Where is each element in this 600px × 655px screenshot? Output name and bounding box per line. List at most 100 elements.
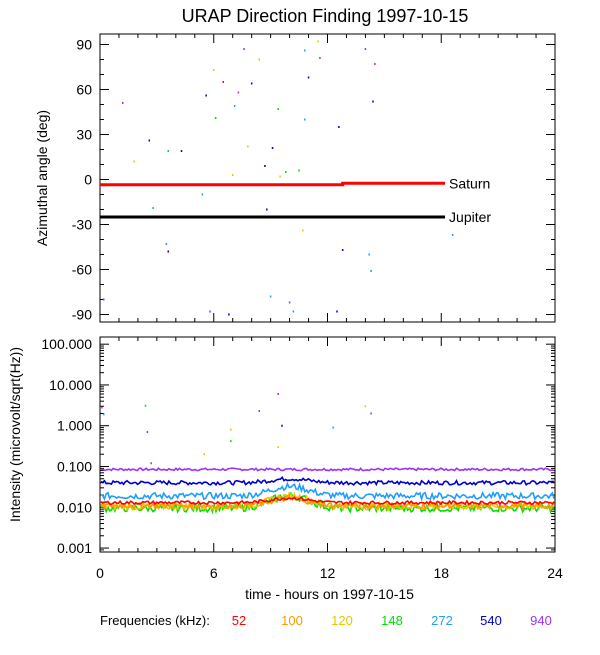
source-label-jupiter: Jupiter	[449, 209, 491, 225]
x-tick-label: 12	[320, 565, 336, 581]
azimuth-point	[148, 139, 151, 142]
azimuth-tick-label: 0	[84, 172, 92, 188]
intensity-outlier-point	[277, 446, 279, 449]
azimuth-point	[233, 105, 236, 107]
azimuth-point	[271, 147, 274, 149]
azimuth-point	[214, 117, 217, 119]
azimuth-point	[152, 207, 154, 209]
intensity-tick-label: 0.010	[57, 499, 92, 515]
azimuth-point	[247, 145, 249, 148]
azimuth-point	[292, 310, 295, 313]
azimuth-point	[372, 100, 374, 103]
azimuth-point	[250, 82, 253, 85]
x-tick-label: 0	[96, 565, 104, 581]
azimuth-point	[451, 234, 454, 236]
azimuth-point	[205, 94, 207, 97]
azimuth-point	[279, 175, 281, 178]
azimuth-point	[237, 91, 240, 94]
intensity-outlier-point	[230, 440, 232, 443]
azimuth-tick-label: -60	[72, 262, 92, 278]
azimuth-point	[364, 48, 367, 50]
intensity-series-540khz	[100, 475, 555, 487]
intensity-tick-label: 0.100	[57, 459, 92, 475]
chart-title: URAP Direction Finding 1997-10-15	[182, 6, 469, 26]
azimuth-ticks: 90 60 30 0 -30 -60 -90	[72, 34, 556, 323]
azimuth-point	[277, 108, 279, 110]
intensity-tick-label: 0.001	[57, 540, 92, 556]
intensity-series-148khz	[100, 491, 555, 515]
azimuth-point	[374, 63, 376, 65]
azimuth-point	[370, 270, 372, 272]
azimuth-point	[103, 298, 105, 301]
intensity-series-100khz	[100, 495, 555, 511]
intensity-y-axis-label: Intensity (microvolt/sqrt(Hz))	[7, 347, 23, 522]
intensity-outlier-point	[370, 412, 372, 415]
x-axis-label: time - hours on 1997-10-15	[245, 586, 414, 602]
azimuth-point	[304, 118, 306, 121]
azimuth-point	[298, 169, 300, 172]
azimuth-point	[336, 310, 338, 313]
intensity-outlier-point	[258, 409, 260, 412]
legend-item-940khz: 940	[530, 613, 552, 628]
source-line-saturn	[100, 181, 446, 187]
intensity-series-272khz	[100, 481, 555, 502]
azimuth-point	[180, 150, 183, 152]
azimuth-point	[209, 310, 211, 313]
azimuth-point	[269, 295, 272, 298]
azimuth-point	[167, 150, 169, 152]
intensity-tick-label: 10.000	[49, 377, 92, 393]
intensity-outlier-point	[203, 453, 206, 456]
azimuth-point	[368, 253, 370, 256]
azimuth-point	[307, 76, 310, 79]
intensity-series-940khz	[100, 467, 555, 472]
intensity-outlier-point	[150, 462, 152, 465]
intensity-outlier-point	[146, 431, 149, 434]
intensity-outlier-point	[230, 428, 232, 431]
azimuth-point	[228, 313, 230, 316]
azimuth-point	[304, 49, 306, 52]
legend-item-540khz: 540	[480, 613, 502, 628]
x-tick-label: 6	[210, 565, 218, 581]
intensity-series	[100, 467, 555, 515]
legend-item-148khz: 148	[381, 613, 403, 628]
intensity-outlier-point	[277, 392, 279, 395]
azimuth-point	[266, 208, 268, 211]
intensity-outliers	[101, 392, 372, 465]
azimuth-tick-label: 60	[76, 82, 92, 98]
azimuth-point	[264, 165, 266, 167]
azimuth-points	[103, 40, 454, 316]
azimuth-point	[258, 58, 260, 61]
azimuth-point	[317, 40, 319, 43]
azimuth-tick-label: 30	[76, 127, 92, 143]
azimuth-point	[319, 57, 321, 59]
azimuth-point	[302, 229, 304, 232]
intensity-outlier-point	[103, 413, 105, 416]
azimuth-point	[222, 81, 224, 83]
azimuth-point	[338, 126, 340, 128]
azimuth-point	[201, 193, 204, 196]
intensity-outlier-point	[364, 405, 367, 408]
legend-label: Frequencies (kHz):	[100, 613, 210, 628]
legend-item-120khz: 120	[331, 613, 353, 628]
intensity-tick-label: 100.000	[41, 336, 92, 352]
azimuth-point	[243, 48, 245, 50]
legend-item-100khz: 100	[281, 613, 303, 628]
legend-item-272khz: 272	[431, 613, 453, 628]
source-label-saturn: Saturn	[449, 175, 490, 191]
azimuth-tick-label: 90	[76, 37, 92, 53]
azimuth-point	[231, 174, 234, 176]
azimuth-panel: 90 60 30 0 -30 -60 -90 Saturn Jupiter Azimuthal…	[34, 33, 556, 323]
frequency-legend: Frequencies (kHz): 52 100 120 148 272 540 940	[100, 613, 552, 628]
azimuth-y-axis-label: Azimuthal angle (deg)	[34, 110, 50, 246]
azimuth-point	[165, 243, 168, 245]
x-tick-label: 24	[547, 565, 563, 581]
azimuth-point	[341, 249, 344, 251]
azimuth-point	[122, 102, 124, 104]
azimuth-tick-label: -90	[72, 307, 92, 323]
azimuth-point	[285, 171, 287, 173]
intensity-plot-frame	[99, 336, 556, 553]
x-tick-label: 18	[433, 565, 449, 581]
